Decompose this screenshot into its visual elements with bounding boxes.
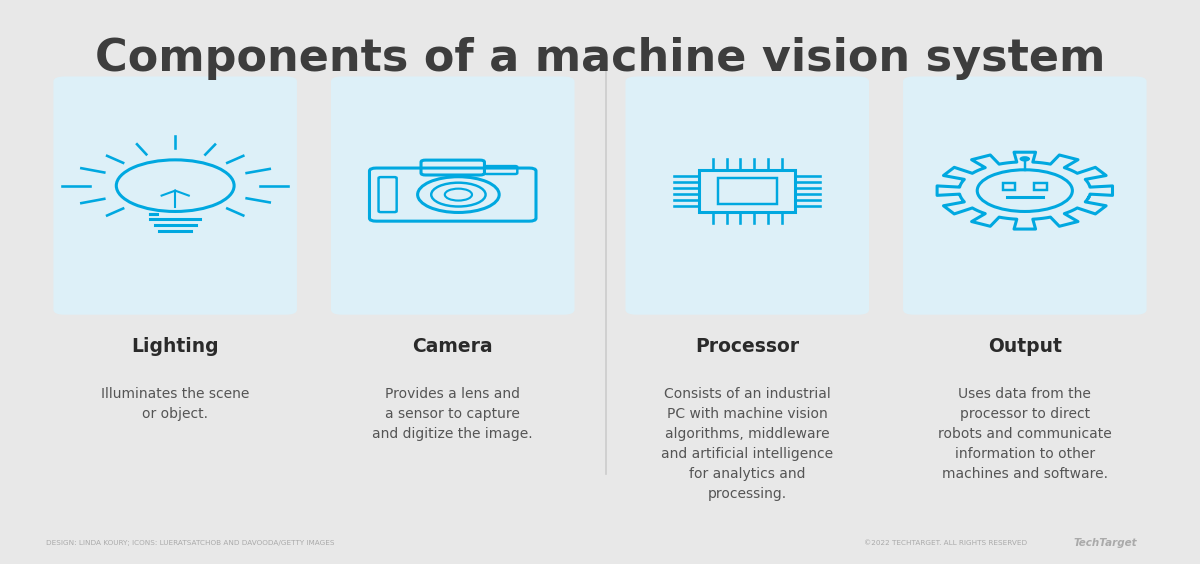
Text: ©2022 TECHTARGET. ALL RIGHTS RESERVED: ©2022 TECHTARGET. ALL RIGHTS RESERVED bbox=[864, 540, 1027, 545]
Text: Components of a machine vision system: Components of a machine vision system bbox=[95, 37, 1105, 80]
Text: Lighting: Lighting bbox=[131, 337, 220, 356]
Text: Output: Output bbox=[988, 337, 1062, 356]
FancyBboxPatch shape bbox=[54, 77, 296, 315]
Text: Uses data from the
processor to direct
robots and communicate
information to oth: Uses data from the processor to direct r… bbox=[938, 387, 1111, 481]
FancyBboxPatch shape bbox=[904, 77, 1146, 315]
Bar bbox=[1003, 183, 1015, 190]
Text: Consists of an industrial
PC with machine vision
algorithms, middleware
and arti: Consists of an industrial PC with machin… bbox=[661, 387, 833, 501]
Circle shape bbox=[1020, 157, 1030, 161]
Text: Provides a lens and
a sensor to capture
and digitize the image.: Provides a lens and a sensor to capture … bbox=[372, 387, 533, 441]
FancyBboxPatch shape bbox=[625, 77, 869, 315]
Bar bbox=[1034, 183, 1046, 190]
Text: Illuminates the scene
or object.: Illuminates the scene or object. bbox=[101, 387, 250, 421]
FancyBboxPatch shape bbox=[331, 77, 575, 315]
Text: Camera: Camera bbox=[413, 337, 493, 356]
Text: Processor: Processor bbox=[695, 337, 799, 356]
Text: DESIGN: LINDA KOURY; ICONS: LUERATSATCHOB AND DAVOODA/GETTY IMAGES: DESIGN: LINDA KOURY; ICONS: LUERATSATCHO… bbox=[46, 540, 334, 545]
Text: TechTarget: TechTarget bbox=[1074, 537, 1138, 548]
